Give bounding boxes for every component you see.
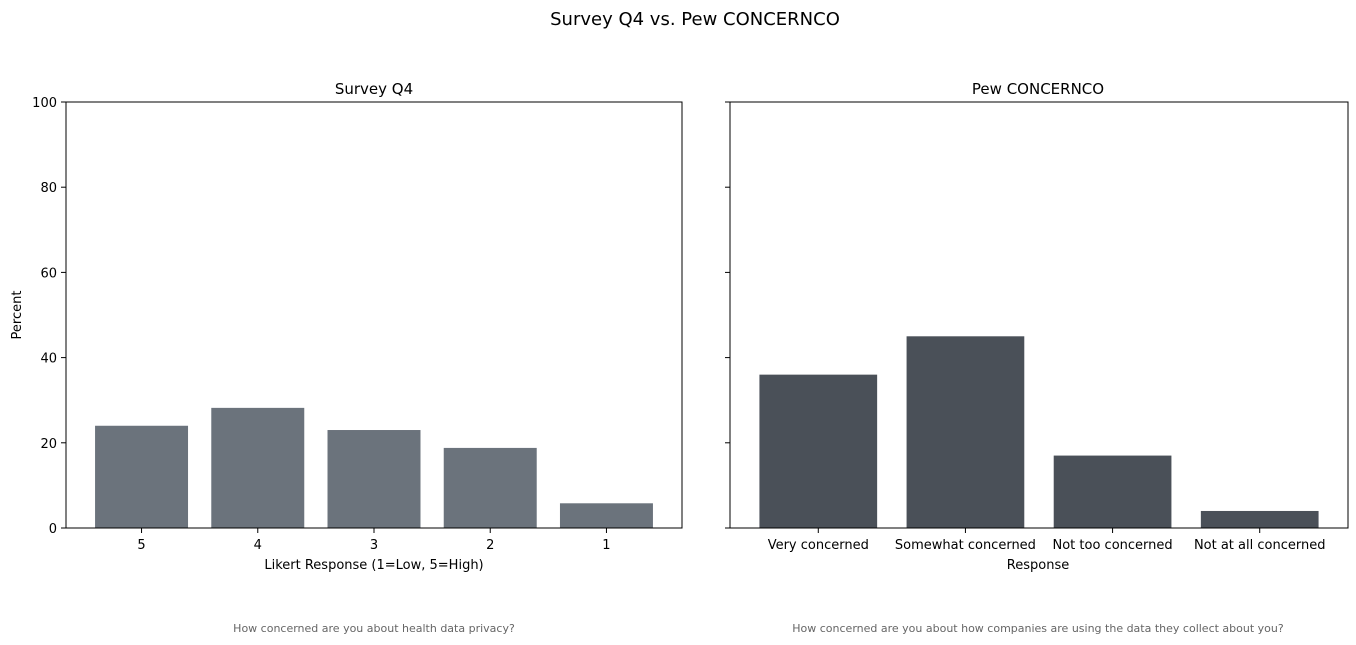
bars-group xyxy=(759,336,1319,528)
bar xyxy=(906,336,1025,528)
bar xyxy=(211,407,305,528)
x-ticks: Very concerned Somewhat concerned Not too … xyxy=(768,528,1326,553)
pew-concernco-panel: Pew CONCERNCO Response How concerned are… xyxy=(725,80,1349,635)
x-axis-label: Response xyxy=(1007,558,1069,573)
y-tick-label: 100 xyxy=(32,96,57,111)
y-tick-label: 0 xyxy=(49,522,57,537)
y-ticks: 0 20 40 60 80 100 xyxy=(32,96,66,537)
x-tick-label: 4 xyxy=(254,538,262,553)
x-tick-label: Not too concerned xyxy=(1053,538,1173,553)
y-ticks xyxy=(725,101,730,529)
x-axis-label: Likert Response (1=Low, 5=High) xyxy=(264,558,483,573)
bar xyxy=(1053,455,1172,528)
bars-group xyxy=(95,407,653,528)
x-tick-label: Very concerned xyxy=(768,538,869,553)
panel-title: Pew CONCERNCO xyxy=(972,80,1104,98)
x-tick-label: Somewhat concerned xyxy=(895,538,1036,553)
survey-q4-panel: Survey Q4 Likert Response (1=Low, 5=High… xyxy=(10,80,683,635)
bar xyxy=(327,430,421,528)
y-tick-label: 20 xyxy=(40,437,57,452)
bar xyxy=(759,374,878,528)
panel-title: Survey Q4 xyxy=(335,80,413,98)
plot-frame xyxy=(65,101,683,529)
y-tick-label: 60 xyxy=(40,266,57,281)
bar xyxy=(559,503,653,528)
x-tick-label: 1 xyxy=(602,538,610,553)
y-axis-label: Percent xyxy=(10,291,25,340)
plot-frame xyxy=(729,101,1349,529)
bar xyxy=(443,447,537,528)
figure-title: Survey Q4 vs. Pew CONCERNCO xyxy=(550,9,840,30)
question-note: How concerned are you about how companie… xyxy=(792,622,1284,635)
y-tick-label: 80 xyxy=(40,181,57,196)
bar xyxy=(1200,510,1319,528)
x-tick-label: Not at all concerned xyxy=(1194,538,1326,553)
x-tick-label: 5 xyxy=(137,538,145,553)
x-tick-label: 2 xyxy=(486,538,494,553)
x-ticks: 5 4 3 2 1 xyxy=(137,528,611,553)
y-tick-label: 40 xyxy=(40,352,57,367)
bar xyxy=(95,425,189,528)
question-note: How concerned are you about health data … xyxy=(233,622,515,635)
x-tick-label: 3 xyxy=(370,538,378,553)
